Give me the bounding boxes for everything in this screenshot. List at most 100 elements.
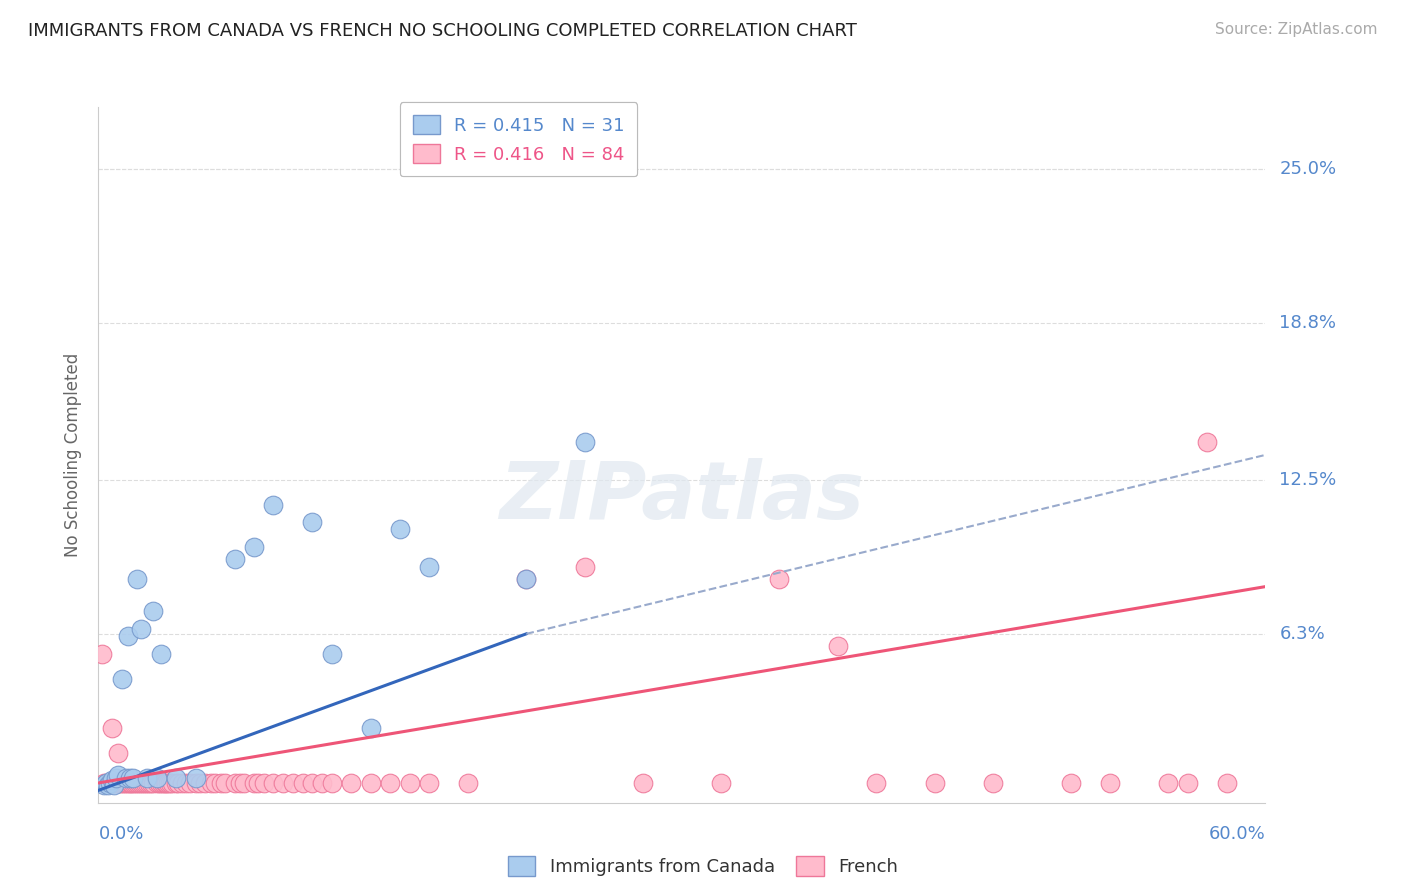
Point (117, 629, 139, 643)
Point (136, 771, 159, 785)
Point (165, 776, 187, 790)
Y-axis label: No Schooling Completed: No Schooling Completed (65, 353, 83, 557)
Point (93, 776, 115, 790)
Text: 12.5%: 12.5% (1279, 471, 1337, 489)
Point (301, 515, 323, 529)
Point (418, 559, 440, 574)
Point (827, 639, 849, 653)
Point (111, 672, 134, 686)
Point (155, 776, 177, 790)
Point (91, 647, 114, 661)
Point (170, 776, 193, 790)
Point (149, 776, 172, 790)
Point (174, 776, 197, 790)
Point (114, 776, 136, 790)
Point (271, 776, 294, 790)
Point (103, 776, 125, 790)
Text: 18.8%: 18.8% (1279, 314, 1337, 332)
Point (340, 776, 363, 790)
Point (184, 776, 207, 790)
Text: ZIPatlas: ZIPatlas (499, 458, 865, 536)
Point (152, 776, 174, 790)
Point (246, 776, 269, 790)
Point (360, 776, 382, 790)
Point (398, 776, 420, 790)
Point (321, 647, 343, 661)
Point (378, 776, 402, 790)
Point (360, 721, 382, 735)
Point (93, 778, 115, 792)
Point (101, 721, 124, 735)
Text: 0.0%: 0.0% (98, 825, 143, 843)
Point (418, 776, 440, 790)
Point (233, 776, 256, 790)
Point (768, 572, 790, 586)
Point (101, 773, 124, 788)
Point (184, 771, 207, 785)
Point (388, 523, 411, 537)
Point (112, 776, 135, 790)
Point (1195, 435, 1218, 450)
Point (224, 776, 246, 790)
Point (146, 771, 169, 785)
Point (136, 776, 159, 790)
Point (214, 776, 236, 790)
Point (574, 435, 596, 450)
Point (96, 776, 118, 790)
Point (188, 776, 211, 790)
Point (457, 776, 479, 790)
Text: 6.3%: 6.3% (1279, 624, 1326, 643)
Point (631, 776, 654, 790)
Point (1157, 776, 1180, 790)
Point (179, 776, 201, 790)
Point (107, 746, 129, 760)
Legend: R = 0.415   N = 31, R = 0.416   N = 84: R = 0.415 N = 31, R = 0.416 N = 84 (399, 103, 637, 177)
Point (129, 776, 152, 790)
Point (97, 776, 120, 790)
Point (122, 776, 145, 790)
Point (301, 776, 323, 790)
Text: 60.0%: 60.0% (1209, 825, 1265, 843)
Point (117, 776, 139, 790)
Point (148, 776, 170, 790)
Point (132, 776, 155, 790)
Point (162, 776, 184, 790)
Text: Source: ZipAtlas.com: Source: ZipAtlas.com (1215, 22, 1378, 37)
Point (262, 498, 284, 512)
Point (281, 776, 304, 790)
Point (129, 622, 152, 636)
Text: 25.0%: 25.0% (1279, 161, 1337, 178)
Point (229, 776, 252, 790)
Point (1215, 776, 1237, 790)
Point (204, 776, 226, 790)
Point (865, 776, 887, 790)
Point (121, 776, 143, 790)
Point (104, 771, 127, 785)
Point (515, 572, 537, 586)
Point (124, 776, 146, 790)
Point (122, 771, 145, 785)
Point (157, 776, 180, 790)
Point (153, 776, 176, 790)
Point (146, 776, 169, 790)
Point (108, 776, 131, 790)
Point (114, 771, 136, 785)
Point (253, 776, 276, 790)
Point (111, 776, 134, 790)
Point (98, 776, 121, 790)
Point (127, 572, 149, 586)
Point (981, 776, 1004, 790)
Point (1177, 776, 1199, 790)
Point (107, 776, 129, 790)
Point (118, 776, 141, 790)
Point (224, 552, 246, 566)
Text: IMMIGRANTS FROM CANADA VS FRENCH NO SCHOOLING COMPLETED CORRELATION CHART: IMMIGRANTS FROM CANADA VS FRENCH NO SCHO… (28, 22, 858, 40)
Point (243, 540, 266, 554)
Point (104, 776, 127, 790)
Point (1060, 776, 1083, 790)
Point (574, 559, 596, 574)
Point (118, 771, 141, 785)
Point (194, 776, 217, 790)
Point (97, 778, 120, 792)
Point (142, 605, 165, 619)
